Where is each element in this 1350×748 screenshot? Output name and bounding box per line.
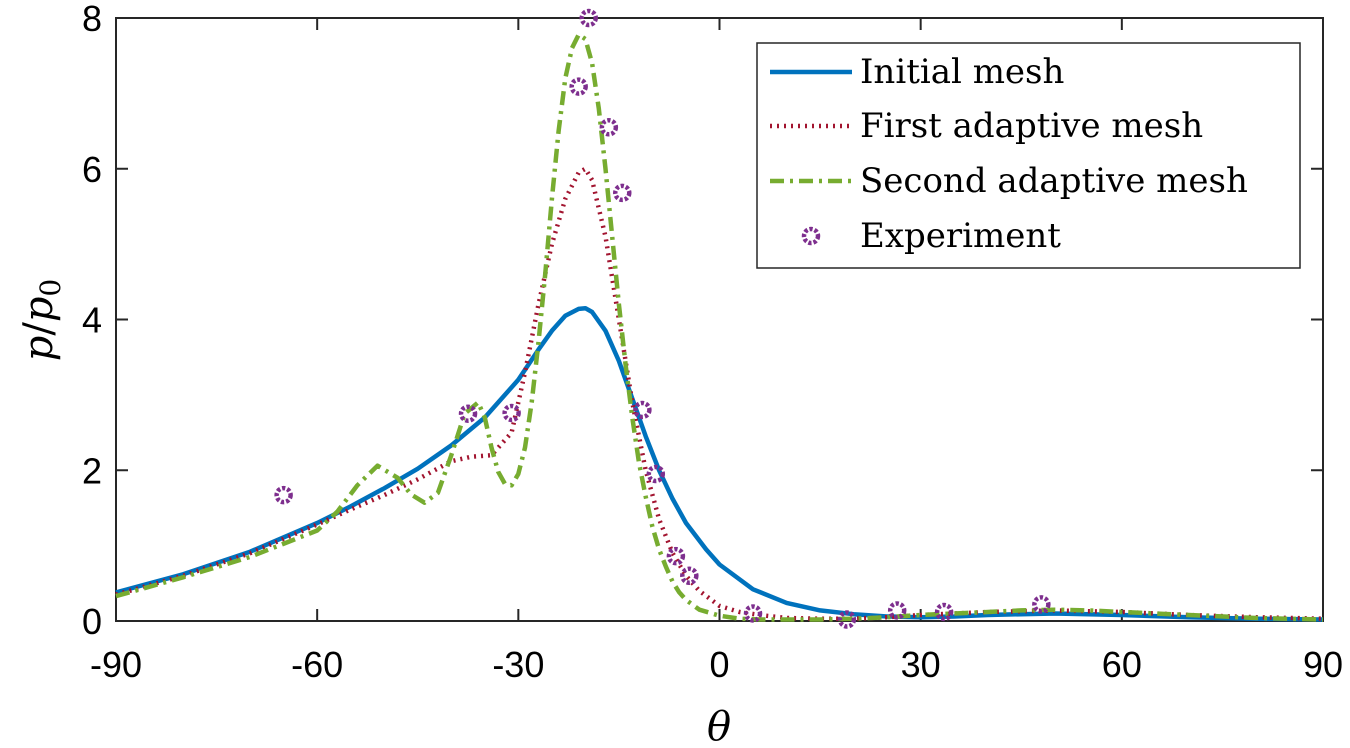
experiment-point [743,604,763,623]
series-layer [115,8,1324,629]
experiment-point [887,601,907,620]
experiment-point [633,400,652,420]
experiment-point [646,464,666,484]
x-tick-label: 0 [709,644,729,685]
experiment-point [680,566,699,586]
x-tick-labels: -90 -60 -30 0 30 60 90 [90,644,1343,685]
y-axis-label: p/p0 [16,279,67,362]
x-axis-label: θ [707,704,731,748]
experiment-point [666,546,686,566]
legend-label-2: Second adaptive mesh [860,161,1248,201]
y-tick-label: 4 [82,300,102,341]
legend-label-1: First adaptive mesh [860,106,1203,146]
legend-box [756,42,1301,269]
legend-label-0: Initial mesh [860,52,1064,92]
experiment-point [837,610,857,629]
x-tick-label: -30 [492,644,544,685]
legend: Initial mesh First adaptive mesh Second ad… [756,42,1301,269]
experiment-point [613,183,632,203]
legend-swatch-3 [801,226,821,246]
y-tick-label: 8 [82,0,102,39]
series-line-2 [115,32,1324,622]
experiment-point [502,403,521,423]
experiment-point [569,77,588,96]
y-tick-labels: 0 2 4 6 8 [82,0,102,642]
y-tick-label: 2 [82,450,102,491]
x-tick-label: -60 [291,644,343,685]
experiment-point [579,8,598,28]
experiment-point [1032,595,1051,614]
experiment-point [599,118,619,137]
series-experiment [274,8,1051,629]
y-tick-label: 0 [82,601,102,642]
experiment-point [934,602,954,622]
experiment-point [274,485,293,505]
experiment-point [458,404,478,423]
series-line-0 [115,305,1324,622]
x-tick-label: 30 [901,644,941,685]
x-tick-label: 90 [1303,644,1343,685]
x-tick-label: -90 [90,644,142,685]
legend-label-3: Experiment [860,216,1061,256]
y-tick-label: 6 [82,149,102,190]
x-tick-label: 60 [1102,644,1142,685]
